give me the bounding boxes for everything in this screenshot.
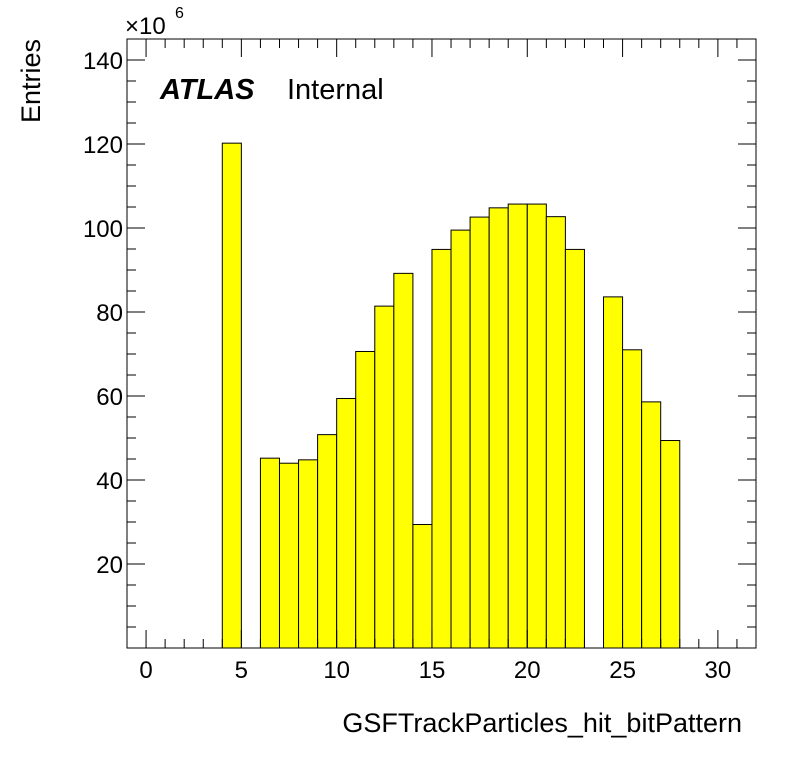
histogram-bin-15 (526, 203, 547, 649)
histogram-bin-11 (450, 229, 471, 649)
y-axis-title: Entries (16, 39, 46, 123)
x-axis-title: GSFTrackParticles_hit_bitPattern (342, 708, 742, 738)
x-axis-ticks (145, 39, 738, 648)
histogram-bin-17 (564, 248, 585, 649)
histogram-bin-13 (488, 207, 509, 649)
histogram-bin-16 (545, 216, 566, 649)
histogram-bin-12 (469, 216, 490, 649)
x-tick-label-30: 30 (705, 657, 732, 684)
histogram-bin-10 (431, 248, 452, 649)
plot-frame (126, 38, 757, 649)
histogram-bin-6 (355, 350, 376, 649)
y-axis-exponent-base: ×10 (125, 13, 166, 40)
x-tick-label-20: 20 (514, 657, 541, 684)
y-tick-label-100: 100 (83, 216, 123, 243)
x-tick-labels: 0 5 10 15 20 25 30 (139, 657, 731, 684)
histogram-bin-8 (393, 272, 414, 649)
y-axis-exponent-power: 6 (175, 5, 184, 22)
histogram-bin-18 (603, 296, 624, 649)
histogram-bin-19 (622, 349, 643, 649)
y-tick-label-40: 40 (96, 468, 123, 495)
histogram-bin-2 (278, 462, 300, 649)
histogram-bin-1 (259, 457, 280, 649)
histogram-bin-5 (336, 398, 357, 649)
atlas-label: ATLAS (159, 74, 255, 106)
histogram-bin-20 (641, 401, 662, 649)
y-tick-labels: 20 40 60 80 100 120 140 (83, 48, 123, 579)
y-tick-label-120: 120 (83, 132, 123, 159)
x-tick-label-25: 25 (609, 657, 636, 684)
y-tick-label-60: 60 (96, 384, 123, 411)
x-tick-label-5: 5 (235, 657, 248, 684)
y-tick-label-140: 140 (83, 48, 123, 75)
histogram-bin-14 (507, 203, 528, 649)
histogram-bin-21 (660, 440, 681, 649)
y-tick-label-80: 80 (96, 300, 123, 327)
histogram-bin-3 (298, 459, 319, 649)
x-tick-label-0: 0 (139, 657, 152, 684)
histogram-bin-4 (317, 434, 338, 649)
histogram-bin-7 (374, 305, 395, 649)
x-tick-label-15: 15 (419, 657, 446, 684)
y-tick-label-20: 20 (96, 552, 123, 579)
histogram-bin-0 (221, 142, 242, 649)
x-tick-label-10: 10 (323, 657, 350, 684)
y-axis-ticks (127, 59, 756, 628)
histogram-bin-9 (412, 524, 433, 649)
histogram-bars (221, 142, 681, 649)
internal-label: Internal (287, 74, 384, 106)
